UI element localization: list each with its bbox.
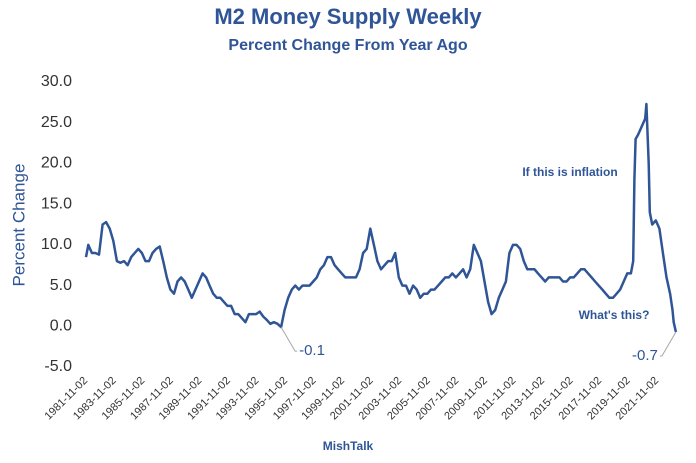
y-axis-label: Percent Change (9, 164, 28, 287)
y-tick-label: 25.0 (41, 114, 72, 131)
y-tick-label: 20.0 (41, 155, 72, 172)
data-label: -0.1 (299, 342, 325, 359)
y-tick-label: 15.0 (41, 195, 72, 212)
chart-subtitle: Percent Change From Year Ago (228, 37, 467, 54)
data-label: -0.7 (632, 347, 658, 364)
y-tick-label: 5.0 (50, 277, 72, 294)
annotation: What's this? (579, 308, 650, 322)
line (84, 102, 678, 333)
leader-line (659, 331, 677, 357)
leader-line (280, 326, 298, 352)
y-tick-label: 10.0 (41, 236, 72, 253)
y-tick-label: 30.0 (41, 73, 72, 90)
annotation: If this is inflation (522, 165, 617, 179)
y-tick-label: 0.0 (50, 318, 72, 335)
chart-title: M2 Money Supply Weekly (214, 4, 482, 29)
footer: MishTalk (323, 439, 374, 453)
y-tick-label: -5.0 (44, 358, 72, 375)
